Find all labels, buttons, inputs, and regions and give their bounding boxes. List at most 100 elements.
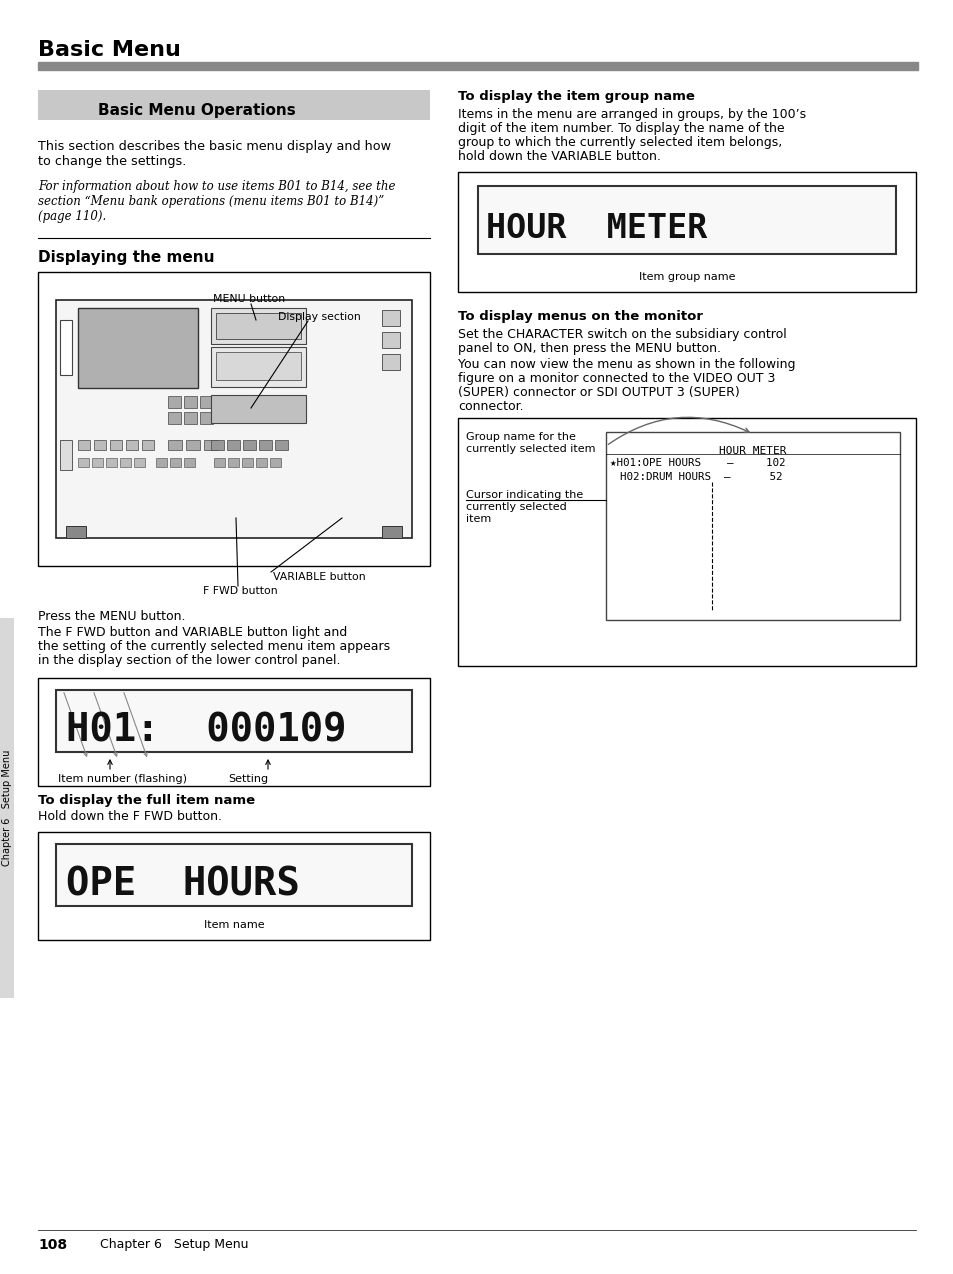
- Bar: [228, 457, 239, 468]
- Text: You can now view the menu as shown in the following: You can now view the menu as shown in th…: [457, 358, 795, 371]
- Text: currently selected item: currently selected item: [465, 445, 595, 454]
- Text: Setting: Setting: [228, 775, 268, 784]
- Bar: [274, 440, 288, 450]
- Text: F FWD button: F FWD button: [203, 586, 277, 596]
- Text: (SUPER) connector or SDI OUTPUT 3 (SUPER): (SUPER) connector or SDI OUTPUT 3 (SUPER…: [457, 386, 739, 399]
- Bar: [215, 352, 301, 380]
- Bar: [0, 618, 14, 998]
- Bar: [38, 678, 430, 786]
- Bar: [120, 457, 131, 468]
- Text: VARIABLE button: VARIABLE button: [273, 572, 365, 582]
- Bar: [381, 526, 401, 538]
- Text: digit of the item number. To display the name of the: digit of the item number. To display the…: [457, 122, 783, 135]
- Bar: [211, 347, 306, 387]
- Bar: [126, 440, 138, 450]
- Text: in the display section of the lower control panel.: in the display section of the lower cont…: [38, 654, 340, 668]
- Text: Set the CHARACTER switch on the subsidiary control: Set the CHARACTER switch on the subsidia…: [457, 327, 786, 341]
- Circle shape: [78, 396, 90, 408]
- Bar: [186, 440, 200, 450]
- Bar: [168, 440, 182, 450]
- Text: Press the MENU button.: Press the MENU button.: [38, 610, 185, 623]
- Bar: [106, 457, 117, 468]
- Text: To display the full item name: To display the full item name: [38, 794, 254, 806]
- Text: Item group name: Item group name: [639, 273, 735, 282]
- Text: HOUR  METER: HOUR METER: [485, 211, 706, 245]
- Circle shape: [98, 396, 110, 408]
- Bar: [270, 457, 281, 468]
- Text: figure on a monitor connected to the VIDEO OUT 3: figure on a monitor connected to the VID…: [457, 372, 775, 385]
- Text: 108: 108: [38, 1238, 67, 1252]
- Text: connector.: connector.: [457, 400, 523, 413]
- Bar: [200, 396, 213, 408]
- Bar: [381, 310, 399, 326]
- Text: MENU button: MENU button: [213, 294, 285, 304]
- Bar: [168, 396, 181, 408]
- Bar: [605, 432, 899, 620]
- Bar: [184, 396, 196, 408]
- Bar: [56, 299, 412, 538]
- Bar: [38, 62, 917, 70]
- Text: Display section: Display section: [277, 312, 360, 322]
- Circle shape: [118, 396, 130, 408]
- Circle shape: [350, 448, 370, 468]
- Bar: [66, 526, 86, 538]
- Text: panel to ON, then press the MENU button.: panel to ON, then press the MENU button.: [457, 341, 720, 355]
- Bar: [133, 457, 145, 468]
- Bar: [156, 457, 167, 468]
- Circle shape: [138, 396, 150, 408]
- Bar: [38, 273, 430, 566]
- Text: HOUR METER: HOUR METER: [719, 446, 786, 456]
- Bar: [381, 354, 399, 369]
- Circle shape: [78, 414, 90, 426]
- Bar: [91, 457, 103, 468]
- Text: hold down the VARIABLE button.: hold down the VARIABLE button.: [457, 150, 660, 163]
- Text: Item name: Item name: [204, 920, 264, 930]
- Bar: [60, 320, 71, 375]
- Bar: [243, 440, 255, 450]
- Bar: [78, 457, 89, 468]
- Bar: [258, 440, 272, 450]
- Bar: [227, 440, 240, 450]
- Bar: [211, 440, 224, 450]
- Text: This section describes the basic menu display and how
to change the settings.: This section describes the basic menu di…: [38, 140, 391, 168]
- Text: item: item: [465, 513, 491, 524]
- Bar: [213, 457, 225, 468]
- Bar: [110, 440, 122, 450]
- Bar: [211, 308, 306, 344]
- Bar: [170, 457, 181, 468]
- Text: To display the item group name: To display the item group name: [457, 90, 694, 103]
- Text: Basic Menu Operations: Basic Menu Operations: [98, 102, 295, 117]
- Bar: [78, 308, 198, 389]
- Bar: [457, 418, 915, 666]
- Text: the setting of the currently selected menu item appears: the setting of the currently selected me…: [38, 640, 390, 654]
- Bar: [184, 412, 196, 424]
- Text: Basic Menu: Basic Menu: [38, 39, 181, 60]
- Bar: [142, 440, 153, 450]
- Text: H02:DRUM HOURS  –      52: H02:DRUM HOURS – 52: [619, 471, 781, 482]
- Circle shape: [138, 414, 150, 426]
- Text: Item number (flashing): Item number (flashing): [58, 775, 187, 784]
- Text: OPE  HOURS: OPE HOURS: [66, 865, 299, 903]
- Bar: [184, 457, 194, 468]
- Bar: [38, 90, 430, 120]
- Bar: [255, 457, 267, 468]
- Bar: [204, 440, 218, 450]
- Circle shape: [118, 414, 130, 426]
- Bar: [168, 412, 181, 424]
- Text: group to which the currently selected item belongs,: group to which the currently selected it…: [457, 136, 781, 149]
- Bar: [56, 843, 412, 906]
- Text: For information about how to use items B01 to B14, see the
section “Menu bank op: For information about how to use items B…: [38, 180, 395, 223]
- Bar: [78, 440, 90, 450]
- Text: To display menus on the monitor: To display menus on the monitor: [457, 310, 702, 324]
- Text: Chapter 6   Setup Menu: Chapter 6 Setup Menu: [100, 1238, 248, 1251]
- Text: Chapter 6   Setup Menu: Chapter 6 Setup Menu: [2, 750, 12, 866]
- Text: The F FWD button and VARIABLE button light and: The F FWD button and VARIABLE button lig…: [38, 626, 347, 640]
- Bar: [215, 313, 301, 339]
- Bar: [60, 440, 71, 470]
- Text: H01:  000109: H01: 000109: [66, 711, 346, 749]
- Bar: [381, 333, 399, 348]
- Bar: [457, 172, 915, 292]
- Bar: [242, 457, 253, 468]
- Bar: [94, 440, 106, 450]
- Text: Items in the menu are arranged in groups, by the 100’s: Items in the menu are arranged in groups…: [457, 108, 805, 121]
